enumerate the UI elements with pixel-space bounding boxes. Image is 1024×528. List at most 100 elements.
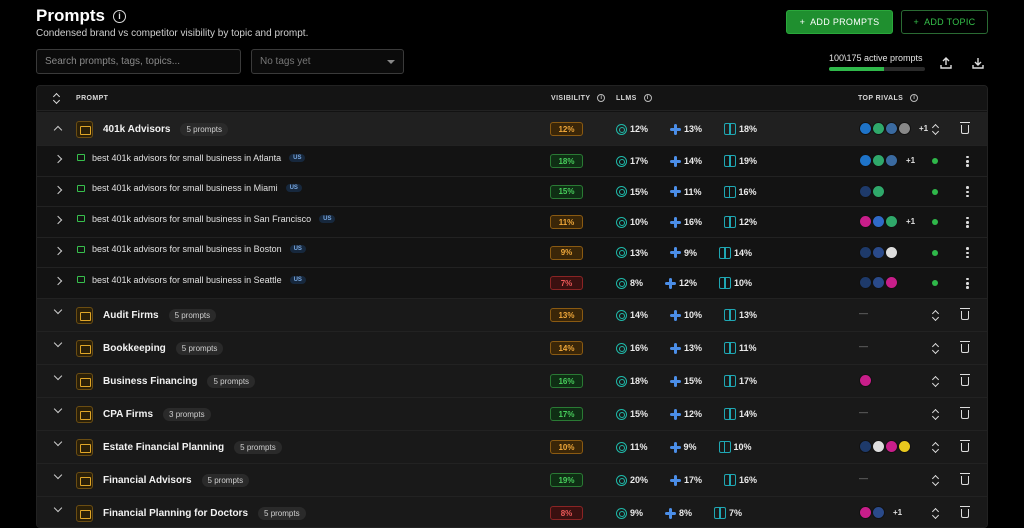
more-options-button[interactable] bbox=[966, 155, 969, 167]
topic-row[interactable]: Financial Planning for Doctors 5 prompts 8… bbox=[37, 496, 987, 527]
topic-name[interactable]: Business Financing bbox=[103, 375, 198, 387]
delete-button[interactable] bbox=[959, 374, 970, 386]
prompt-text[interactable]: best 401k advisors for small business in… bbox=[92, 183, 278, 194]
expand-toggle[interactable] bbox=[53, 404, 63, 414]
rival-avatar[interactable] bbox=[885, 154, 898, 168]
expand-toggle[interactable] bbox=[53, 437, 63, 447]
more-options-button[interactable] bbox=[966, 216, 969, 228]
rival-avatar[interactable] bbox=[885, 245, 898, 259]
topic-name[interactable]: Financial Advisors bbox=[103, 474, 192, 486]
delete-button[interactable] bbox=[959, 440, 970, 452]
rival-avatar[interactable] bbox=[859, 440, 872, 453]
expand-toggle[interactable] bbox=[53, 277, 63, 286]
delete-button[interactable] bbox=[959, 308, 970, 320]
rival-avatar[interactable] bbox=[898, 440, 911, 453]
reorder-button[interactable] bbox=[932, 310, 940, 320]
prompt-row[interactable]: best 401k advisors for small business in… bbox=[37, 237, 987, 268]
rival-avatar[interactable] bbox=[859, 122, 872, 135]
sort-toggle[interactable] bbox=[53, 93, 61, 103]
prompt-row[interactable]: best 401k advisors for small business in… bbox=[37, 146, 987, 177]
col-prompt[interactable]: PROMPT bbox=[76, 94, 109, 102]
reorder-button[interactable] bbox=[932, 442, 940, 452]
topic-name[interactable]: 401k Advisors bbox=[103, 123, 171, 135]
reorder-button[interactable] bbox=[932, 124, 940, 134]
expand-toggle[interactable] bbox=[53, 124, 63, 135]
add-topic-button[interactable]: + ADD TOPIC bbox=[901, 10, 988, 34]
rival-avatar[interactable] bbox=[872, 184, 885, 198]
rival-avatar[interactable] bbox=[872, 440, 885, 453]
info-icon[interactable]: i bbox=[112, 9, 126, 23]
reorder-button[interactable] bbox=[932, 475, 940, 485]
prompt-row[interactable]: best 401k advisors for small business in… bbox=[37, 176, 987, 207]
topic-row[interactable]: 401k Advisors 5 prompts 12% 12% 13% 18% +1 bbox=[37, 112, 987, 146]
topic-row[interactable]: CPA Firms 3 prompts 17% 15% 12% 14% — bbox=[37, 397, 987, 431]
topic-row[interactable]: Financial Advisors 5 prompts 19% 20% 17% 16% — bbox=[37, 463, 987, 497]
more-options-button[interactable] bbox=[966, 186, 969, 198]
topic-name[interactable]: Audit Firms bbox=[103, 309, 159, 321]
rival-avatar[interactable] bbox=[898, 122, 911, 135]
delete-button[interactable] bbox=[959, 122, 970, 134]
rival-avatar[interactable] bbox=[859, 215, 872, 229]
rival-avatar[interactable] bbox=[859, 276, 872, 290]
rival-avatar[interactable] bbox=[859, 506, 872, 519]
topic-name[interactable]: CPA Firms bbox=[103, 408, 154, 420]
rival-avatar[interactable] bbox=[859, 184, 872, 198]
download-icon[interactable] bbox=[971, 56, 985, 70]
prompt-row[interactable]: best 401k advisors for small business in… bbox=[37, 268, 987, 299]
topic-name[interactable]: Bookkeeping bbox=[103, 342, 166, 354]
rival-avatar[interactable] bbox=[885, 440, 898, 453]
col-top-rivals[interactable]: TOP RIVALS i bbox=[858, 94, 919, 102]
delete-button[interactable] bbox=[959, 407, 970, 419]
delete-button[interactable] bbox=[959, 341, 970, 353]
prompt-text[interactable]: best 401k advisors for small business in… bbox=[92, 274, 282, 285]
expand-toggle[interactable] bbox=[53, 338, 63, 348]
delete-button[interactable] bbox=[959, 473, 970, 485]
topic-row[interactable]: Business Financing 5 prompts 16% 18% 15% 17% bbox=[37, 364, 987, 398]
topic-row[interactable]: Estate Financial Planning 5 prompts 10% 11%… bbox=[37, 430, 987, 464]
rivals-more-count[interactable]: +1 bbox=[919, 124, 929, 133]
tags-select[interactable]: No tags yet bbox=[251, 49, 404, 74]
expand-toggle[interactable] bbox=[53, 246, 63, 255]
rival-avatar[interactable] bbox=[885, 122, 898, 135]
col-llms[interactable]: LLMS i bbox=[616, 94, 652, 102]
rival-avatar[interactable] bbox=[859, 374, 872, 387]
rival-avatar[interactable] bbox=[872, 506, 885, 519]
topic-name[interactable]: Financial Planning for Doctors bbox=[103, 507, 249, 519]
add-prompts-button[interactable]: + ADD PROMPTS bbox=[786, 10, 893, 34]
more-options-button[interactable] bbox=[966, 277, 969, 289]
delete-button[interactable] bbox=[959, 506, 970, 518]
topic-row[interactable]: Audit Firms 5 prompts 13% 14% 10% 13% — bbox=[37, 298, 987, 332]
prompt-text[interactable]: best 401k advisors for small business in… bbox=[92, 213, 312, 224]
expand-toggle[interactable] bbox=[53, 503, 63, 513]
rivals-more-count[interactable]: +1 bbox=[906, 156, 916, 166]
reorder-button[interactable] bbox=[932, 376, 940, 386]
rival-avatar[interactable] bbox=[859, 154, 872, 168]
rival-avatar[interactable] bbox=[872, 215, 885, 229]
rival-avatar[interactable] bbox=[885, 276, 898, 290]
expand-toggle[interactable] bbox=[53, 216, 63, 225]
rival-avatar[interactable] bbox=[872, 154, 885, 168]
upload-icon[interactable] bbox=[939, 56, 953, 70]
prompt-text[interactable]: best 401k advisors for small business in… bbox=[92, 152, 282, 163]
expand-toggle[interactable] bbox=[53, 470, 63, 480]
rival-avatar[interactable] bbox=[872, 122, 885, 135]
reorder-button[interactable] bbox=[932, 409, 940, 419]
expand-toggle[interactable] bbox=[53, 371, 63, 381]
rivals-more-count[interactable]: +1 bbox=[893, 508, 903, 517]
rival-avatar[interactable] bbox=[872, 245, 885, 259]
prompt-text[interactable]: best 401k advisors for small business in… bbox=[92, 244, 282, 255]
expand-toggle[interactable] bbox=[53, 155, 63, 164]
reorder-button[interactable] bbox=[932, 343, 940, 353]
topic-name[interactable]: Estate Financial Planning bbox=[103, 441, 225, 453]
prompt-row[interactable]: best 401k advisors for small business in… bbox=[37, 207, 987, 238]
rivals-more-count[interactable]: +1 bbox=[906, 217, 916, 227]
reorder-button[interactable] bbox=[932, 508, 940, 518]
rival-avatar[interactable] bbox=[872, 276, 885, 290]
topic-row[interactable]: Bookkeeping 5 prompts 14% 16% 13% 11% — bbox=[37, 331, 987, 365]
more-options-button[interactable] bbox=[966, 247, 969, 259]
expand-toggle[interactable] bbox=[53, 305, 63, 315]
col-visibility[interactable]: VISIBILITY i bbox=[551, 94, 606, 102]
rival-avatar[interactable] bbox=[885, 215, 898, 229]
rival-avatar[interactable] bbox=[859, 245, 872, 259]
expand-toggle[interactable] bbox=[53, 185, 63, 194]
